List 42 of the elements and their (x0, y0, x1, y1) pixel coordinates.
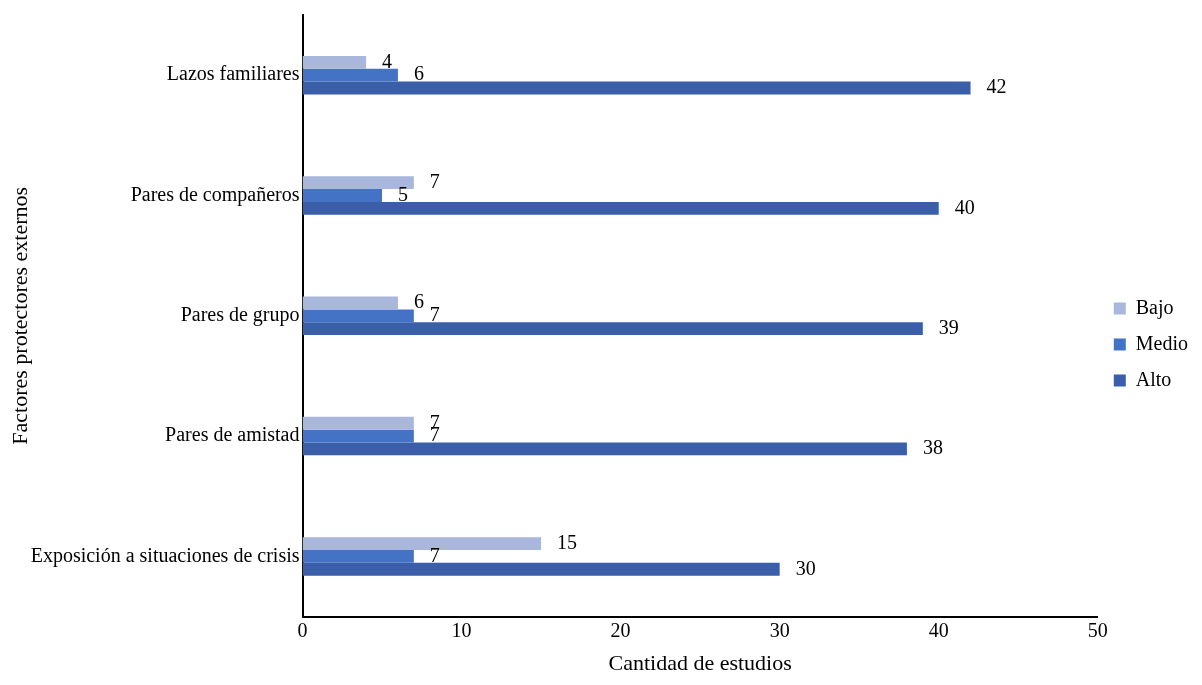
legend-label: Alto (1135, 367, 1172, 390)
x-tick-label: 50 (1087, 618, 1108, 641)
x-tick-label: 40 (928, 618, 949, 641)
legend-label: Medio (1135, 331, 1188, 354)
data-label: 42 (986, 75, 1007, 98)
data-label: 7 (429, 303, 440, 326)
x-tick-label: 0 (297, 618, 308, 641)
data-label: 39 (938, 315, 959, 338)
bar (302, 322, 923, 336)
y-tick-label: Pares de grupo (180, 303, 300, 327)
bar (302, 68, 398, 82)
bar (302, 416, 414, 430)
bar (302, 309, 414, 323)
data-label: 40 (954, 195, 975, 218)
bar (302, 81, 971, 95)
legend-label: Bajo (1135, 295, 1174, 319)
bar (302, 442, 907, 456)
data-label: 6 (413, 290, 424, 313)
data-label: 7 (429, 543, 440, 566)
y-tick-label: Exposición a situaciones de crisis (30, 543, 300, 567)
bar (302, 189, 383, 202)
data-label: 7 (429, 169, 440, 192)
x-tick-label: 30 (769, 618, 790, 641)
y-tick-label: Lazos familiares (166, 62, 300, 85)
x-tick-label: 10 (451, 618, 472, 641)
bar (302, 562, 780, 576)
bar (302, 550, 414, 563)
data-label: 15 (557, 530, 578, 553)
data-label: 6 (413, 62, 424, 85)
x-axis-title: Cantidad de estudios (608, 649, 792, 675)
data-label: 4 (382, 49, 393, 72)
bar (302, 429, 414, 443)
data-label: 38 (922, 436, 943, 459)
y-tick-label: Pares de compañeros (130, 182, 300, 206)
data-label: 5 (398, 182, 409, 205)
x-tick-label: 20 (610, 618, 631, 641)
bar (302, 296, 398, 310)
y-axis-title: Factores protectores externos (6, 186, 32, 445)
bar (302, 201, 939, 215)
data-label: 30 (795, 556, 816, 579)
bar (302, 55, 367, 69)
y-tick-label: Pares de amistad (165, 423, 300, 446)
